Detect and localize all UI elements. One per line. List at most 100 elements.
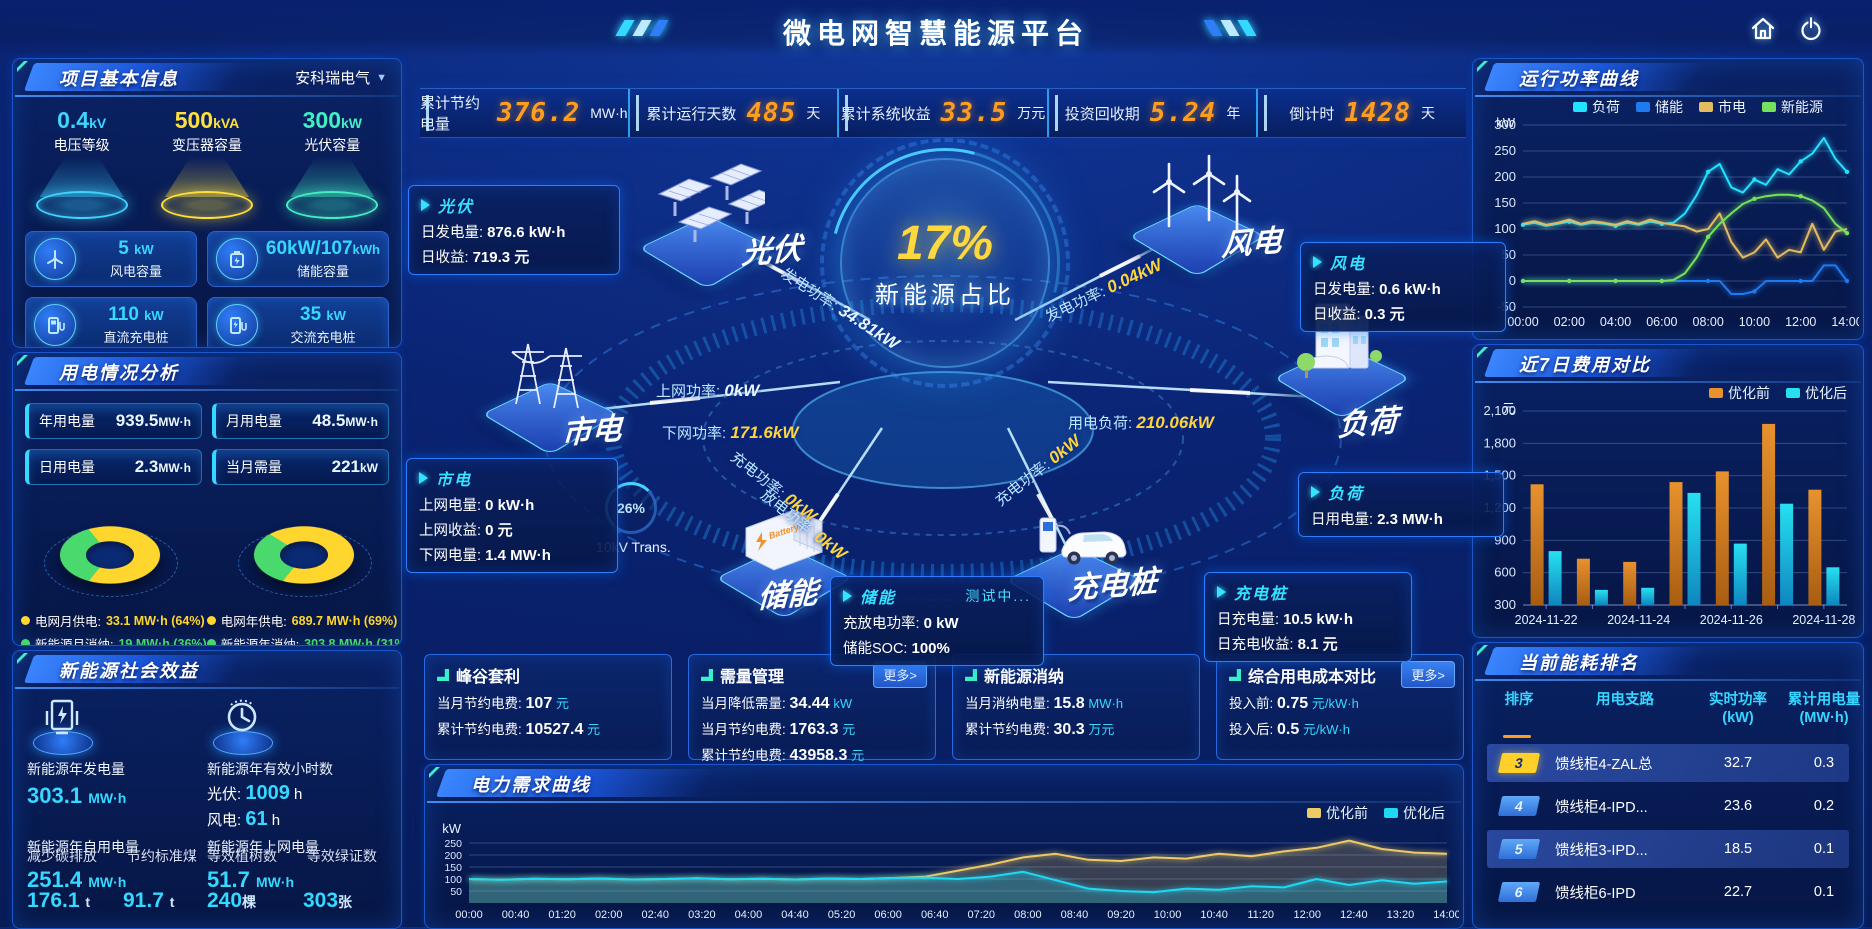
top-stat-value: 376.2 [496,98,581,128]
hours-pv-value: 1009 [245,782,290,804]
legend-item[interactable]: 优化前 [1709,383,1770,403]
rank-table-header: 排序 用电支路 实时功率 (kW) 累计用电量 (MW·h) [1487,691,1861,727]
top-stat: 投资回收期 5.24 年 [1046,89,1257,137]
legend-item[interactable]: 市电 [1699,97,1746,117]
panel-project-header: 项目基本信息 安科瑞电气 ▼ [13,59,401,95]
capacity-card-text: 35 kW 交流充电桩 [290,304,356,345]
arrow-icon [1313,256,1322,268]
certs-label: 等效绿证数 [306,848,377,864]
donut-legend-item[interactable]: 新能源年消纳: 303.8 MW·h (31%) [206,634,401,646]
table-row[interactable]: 4 馈线柜4-IPD... 23.6 0.2 [1487,787,1849,825]
energy-stat-value: 939.5MW·h [115,411,191,430]
panel-social-benefit: 新能源社会效益 新能源年发电量 303.1 MW·h 新能源年有效小时数 光伏:… [12,650,402,929]
wind-box-title: 风电 [1330,256,1367,273]
platform-label: 变压器容量 [171,137,242,153]
svg-text:12:40: 12:40 [1340,909,1368,921]
info-box-charger: 充电桩 日充电量: 10.5 kW·h 日充电收益: 8.1 元 [1204,572,1412,662]
rank-badge: 4 [1497,796,1541,817]
capacity-platform: 500kVA 变压器容量 [148,107,266,219]
togrid-label: 新能源年上网电量 [207,839,319,855]
home-button[interactable] [1746,14,1780,48]
total-energy: 0.1 [1813,884,1835,901]
power-button[interactable] [1794,14,1828,48]
panel-cost-header: 近7日费用对比 [1473,345,1863,381]
grid-down-label: 下网电量: [419,548,482,564]
company-select[interactable]: 安科瑞电气 ▼ [295,67,387,88]
legend-value: 33.1 MW·h (64%) [105,613,205,628]
platform-label: 电压等级 [53,137,110,153]
arrow-icon [419,472,428,484]
new-energy-ratio-value: 17% [896,217,994,270]
rank-badge-cell: 6 [1487,882,1551,903]
legend-item[interactable]: 优化前 [1307,803,1368,823]
donut-legend-item[interactable]: 电网月供电: 33.1 MW·h (64%) [21,611,207,630]
panel-power-curve: 运行功率曲线 负荷 储能 市电 新能源 300 250 200 150 100 50 0 -50 kW… [1472,58,1864,340]
benefit-card-row: 累计节约电费: 10527.4 元 [437,721,601,738]
panel-demand-title: 电力需求曲线 [471,775,591,795]
legend-swatch-icon [1709,388,1723,398]
legend-label: 市电 [1718,99,1746,115]
panel-project-info: 项目基本信息 安科瑞电气 ▼ 0.4kV 电压等级 500kVA 变压器容量 300kW… [12,58,402,348]
donut-year [224,499,384,603]
platform-ring-icon [35,191,128,219]
flag-icon [1229,669,1241,681]
info-box-solar: 光伏 日发电量: 876.6 kW·h 日收益: 719.3 元 [408,185,620,275]
home-icon [1749,15,1777,48]
selfuse-unit: MW·h [88,874,127,890]
hours-wind-unit: h [271,812,281,829]
capacity-platform: 300kW 光伏容量 [273,107,391,219]
benefit-card: 新能源消纳 当月消纳电量: 15.8 MW·h 累计节约电费: 30.3 万元 [952,654,1200,760]
more-button[interactable]: 更多> [1401,661,1455,688]
legend-label: 新能源年消纳: [220,638,300,646]
benefit-card-row: 当月降低需量: 34.44 kW [701,695,853,712]
total-energy: 0.1 [1813,841,1835,858]
legend-item[interactable]: 负荷 [1573,97,1620,117]
center-ratio-bubble: 17% 新能源占比 [820,138,1070,388]
energy-stat-label: 月用电量 [226,413,282,429]
transmission-tower-icon [488,343,608,426]
node-grid [481,326,619,455]
legend-dot-icon [21,616,30,625]
svg-text:02:40: 02:40 [642,909,670,921]
legend-item[interactable]: 储能 [1636,97,1683,117]
svg-text:04:00: 04:00 [1600,315,1631,329]
corner-arrow-icon [1477,61,1499,83]
info-box-storage: 储能 测试中... 充放电功率: 0 kW 储能SOC: 100% [830,576,1044,666]
donut-legend-item[interactable]: 新能源月消纳: 19 MW·h (36%) [21,634,207,646]
donut-legend-item[interactable]: 电网年供电: 689.7 MW·h (69%) [206,611,401,630]
benefit-card-row: 当月消纳电量: 15.8 MW·h [965,695,1124,712]
table-row[interactable]: 6 馈线柜6-IPD 22.7 0.1 [1487,873,1849,911]
benefit-card-title: 新能源消纳 [984,669,1065,686]
branch-name: 馈线柜4-IPD... [1555,799,1648,816]
branch-name: 馈线柜4-ZAL总 [1555,756,1653,773]
svg-text:02:00: 02:00 [1554,315,1585,329]
top-stat-unit: 天 [1420,105,1435,121]
benefit-card-row: 当月节约电费: 107 元 [437,695,569,712]
legend-item[interactable]: 优化后 [1384,803,1445,823]
panel-energy-header: 用电情况分析 [13,353,401,389]
svg-text:00:40: 00:40 [502,909,530,921]
top-stat-value: 485 [746,98,797,128]
wind-turbine-icon [1135,154,1255,252]
svg-text:06:00: 06:00 [1646,315,1677,329]
legend-item[interactable]: 新能源 [1762,97,1823,117]
energy-pedestal [27,697,97,755]
svg-text:01:20: 01:20 [548,909,576,921]
svg-text:05:20: 05:20 [828,909,856,921]
node-load-label: 负荷 [1337,404,1399,443]
table-row[interactable]: 5 馈线柜3-IPD... 18.5 0.1 [1487,830,1849,869]
rank-badge: 5 [1497,839,1541,860]
legend-item[interactable]: 优化后 [1786,383,1847,403]
svg-text:250: 250 [444,838,462,850]
realtime-power: 32.7 [1723,755,1753,772]
benefit-card: 需量管理 更多> 当月降低需量: 34.44 kW 当月节约电费: 1763.3 元累… [688,654,936,764]
donut-legends: 电网月供电: 33.1 MW·h (64%) 新能源月消纳: 19 MW·h (3… [13,603,401,646]
svg-text:14:00: 14:00 [1831,315,1859,329]
certs-value: 303 [303,889,339,912]
table-row[interactable]: 3 馈线柜4-ZAL总 32.7 0.3 [1487,744,1849,783]
legend-label: 新能源月消纳: [35,638,114,646]
legend-swatch-icon [1573,102,1587,112]
corner-arrow-icon [1477,347,1499,369]
top-stat: 累计系统收益 33.5 万元 [837,89,1047,137]
